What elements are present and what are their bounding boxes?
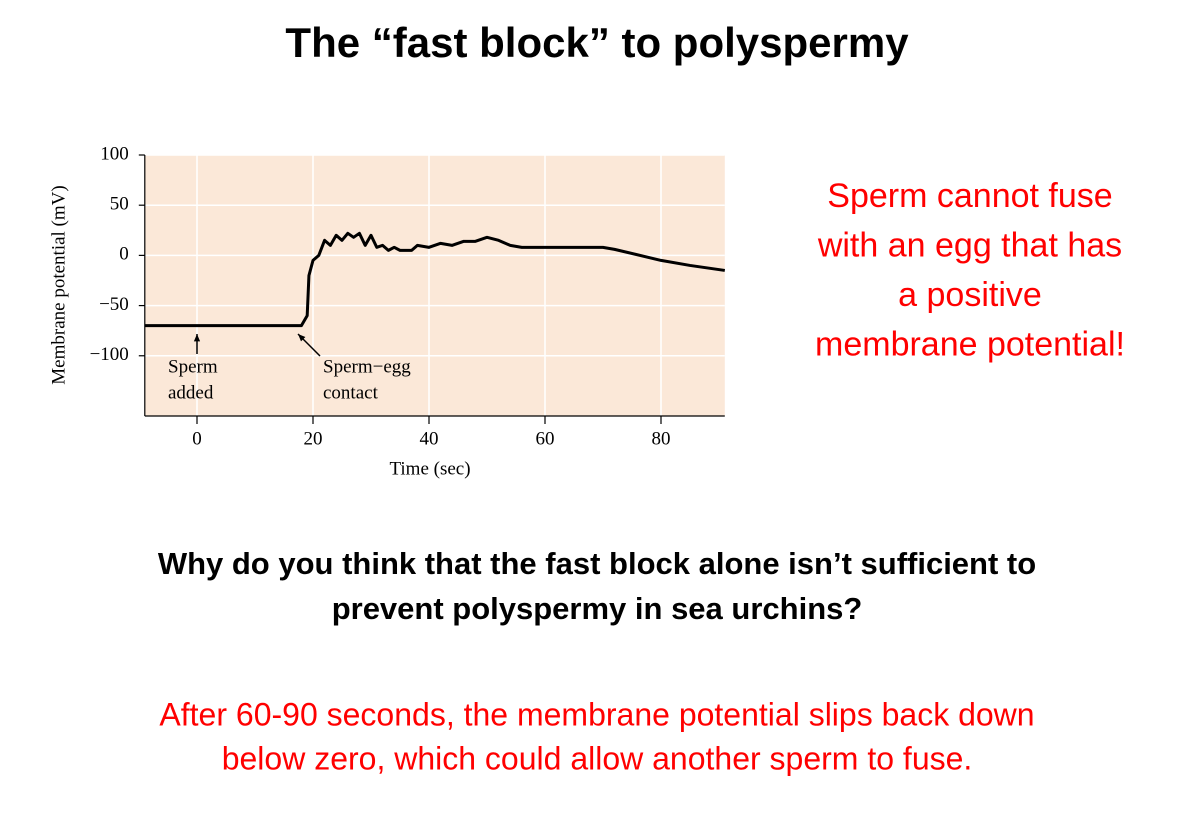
side-note: Sperm cannot fuse with an egg that has a p… — [815, 177, 1125, 364]
text-line: a positive — [898, 276, 1042, 314]
x-tick-label: 80 — [652, 428, 671, 449]
y-tick-label: −50 — [99, 294, 129, 315]
text-line: After 60-90 seconds, the membrane potent… — [159, 696, 1034, 732]
text-line: Why do you think that the fast block alo… — [158, 546, 1036, 581]
x-tick-label: 0 — [192, 428, 202, 449]
x-tick-label: 20 — [304, 428, 323, 449]
x-tick-label: 40 — [420, 428, 439, 449]
answer: After 60-90 seconds, the membrane potent… — [159, 696, 1034, 776]
y-axis-label: Membrane potential (mV) — [48, 185, 69, 384]
question: Why do you think that the fast block alo… — [158, 546, 1036, 626]
annotation-text: Sperm−egg — [323, 356, 411, 377]
annotation-text: contact — [323, 382, 379, 403]
data-line — [144, 231, 726, 328]
text-line: prevent polyspermy in sea urchins? — [332, 591, 863, 626]
annotation-text: added — [168, 382, 214, 403]
text-line: membrane potential! — [815, 325, 1125, 363]
y-tick-label: 50 — [110, 194, 129, 215]
y-tick-label: 0 — [119, 244, 129, 265]
annotation-text: Sperm — [168, 356, 218, 377]
y-tick-label: −100 — [90, 344, 129, 365]
y-tick-label: 100 — [100, 143, 129, 164]
arrow-head — [298, 334, 306, 342]
text-line: with an egg that has — [817, 226, 1122, 264]
slide-title: The “fast block” to polyspermy — [285, 19, 909, 66]
plot-area — [144, 155, 725, 416]
x-tick-label: 60 — [536, 428, 555, 449]
text-line: Sperm cannot fuse — [827, 177, 1112, 215]
arrow-head — [193, 334, 201, 342]
text-line: below zero, which could allow another sp… — [222, 740, 973, 776]
x-axis-label: Time (sec) — [389, 458, 470, 479]
